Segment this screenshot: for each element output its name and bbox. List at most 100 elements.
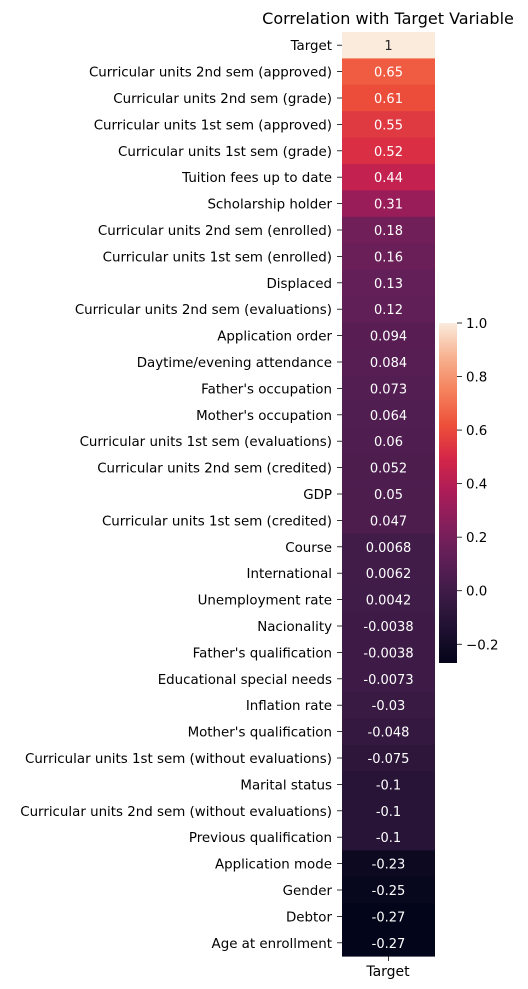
y-tick-label-displaced: Displaced bbox=[266, 277, 332, 292]
y-tick-label-father-s-qualification: Father's qualification bbox=[193, 646, 332, 661]
heatmap-cell-daytime-evening-attendance bbox=[342, 348, 435, 376]
cell-value-mother-s-qualification: -0.048 bbox=[368, 726, 410, 741]
cell-value-displaced: 0.13 bbox=[374, 277, 403, 292]
heatmap-cell-tuition-fees-up-to-date bbox=[342, 164, 435, 191]
heatmap-cell-course bbox=[342, 533, 435, 561]
heatmap-cell-curricular-units-1st-sem-enrolled bbox=[342, 243, 435, 271]
y-tick-label-course: Course bbox=[285, 541, 332, 556]
y-tick-label-tuition-fees-up-to-date: Tuition fees up to date bbox=[181, 171, 332, 186]
heatmap-cell-educational-special-needs bbox=[342, 665, 435, 693]
y-tick-label-mother-s-qualification: Mother's qualification bbox=[188, 726, 332, 741]
y-tick-label-curricular-units-1st-sem-approved: Curricular units 1st sem (approved) bbox=[94, 118, 332, 133]
colorbar-tick-label: 0.4 bbox=[466, 478, 487, 493]
cell-value-inflation-rate: -0.03 bbox=[372, 699, 406, 714]
cell-value-international: 0.0062 bbox=[366, 567, 412, 582]
cell-value-tuition-fees-up-to-date: 0.44 bbox=[374, 171, 403, 186]
cell-value-father-s-occupation: 0.073 bbox=[370, 382, 407, 397]
cell-value-curricular-units-2nd-sem-evaluations: 0.12 bbox=[374, 303, 403, 318]
y-tick-label-curricular-units-2nd-sem-enrolled: Curricular units 2nd sem (enrolled) bbox=[98, 224, 332, 239]
heatmap-cell-inflation-rate bbox=[342, 692, 435, 719]
cell-value-curricular-units-1st-sem-enrolled: 0.16 bbox=[374, 250, 403, 265]
heatmap-cell-displaced bbox=[342, 269, 435, 297]
y-tick-label-target: Target bbox=[290, 39, 332, 54]
heatmap-cell-nacionality bbox=[342, 612, 435, 640]
y-tick-label-daytime-evening-attendance: Daytime/evening attendance bbox=[137, 356, 332, 371]
y-tick-label-application-order: Application order bbox=[217, 330, 332, 345]
cell-value-mother-s-occupation: 0.064 bbox=[370, 409, 407, 424]
heatmap-cell-curricular-units-1st-sem-credited bbox=[342, 507, 435, 535]
heatmap-cell-target bbox=[342, 32, 435, 59]
cell-value-curricular-units-2nd-sem-credited: 0.052 bbox=[370, 462, 407, 477]
y-tick-label-educational-special-needs: Educational special needs bbox=[158, 673, 332, 688]
cell-value-father-s-qualification: -0.0038 bbox=[363, 646, 413, 661]
colorbar: 1.0 0.8 0.6 0.4 0.2 0.0 −0.2 bbox=[439, 317, 499, 663]
heatmap-cell-application-mode bbox=[342, 850, 435, 878]
y-tick-label-curricular-units-2nd-sem-evaluations: Curricular units 2nd sem (evaluations) bbox=[75, 303, 332, 318]
heatmap-cell-application-order bbox=[342, 322, 435, 350]
cell-value-gdp: 0.05 bbox=[374, 488, 403, 503]
heatmap-cell-age-at-enrollment bbox=[342, 929, 435, 957]
colorbar-tick-label: 0.0 bbox=[466, 585, 487, 600]
y-tick-label-curricular-units-1st-sem-evaluations: Curricular units 1st sem (evaluations) bbox=[80, 435, 332, 450]
heatmap-rows: 1 Target 0.65 Curricular units 2nd sem (app… bbox=[20, 32, 435, 961]
y-tick-label-father-s-occupation: Father's occupation bbox=[201, 382, 332, 397]
cell-value-gender: -0.25 bbox=[372, 884, 406, 899]
x-tick-label-target: Target bbox=[365, 964, 410, 980]
y-tick-label-curricular-units-2nd-sem-credited: Curricular units 2nd sem (credited) bbox=[97, 462, 332, 477]
y-tick-label-gdp: GDP bbox=[303, 488, 332, 503]
cell-value-nacionality: -0.0038 bbox=[363, 620, 413, 635]
cell-value-curricular-units-2nd-sem-without-evaluations: -0.1 bbox=[376, 805, 401, 820]
heatmap-cell-curricular-units-1st-sem-evaluations bbox=[342, 428, 435, 455]
cell-value-age-at-enrollment: -0.27 bbox=[372, 937, 406, 952]
y-tick-label-curricular-units-1st-sem-without-evaluations: Curricular units 1st sem (without evalua… bbox=[25, 752, 332, 767]
cell-value-scholarship-holder: 0.31 bbox=[374, 198, 403, 213]
y-tick-label-nacionality: Nacionality bbox=[257, 620, 332, 635]
heatmap-cell-marital-status bbox=[342, 771, 435, 799]
y-tick-label-mother-s-occupation: Mother's occupation bbox=[196, 409, 332, 424]
cell-value-debtor: -0.27 bbox=[372, 910, 406, 925]
cell-value-course: 0.0068 bbox=[366, 541, 412, 556]
colorbar-gradient bbox=[439, 323, 457, 663]
y-tick-label-unemployment-rate: Unemployment rate bbox=[198, 594, 332, 609]
heatmap-cell-gdp bbox=[342, 480, 435, 508]
chart-title: Correlation with Target Variable bbox=[262, 9, 514, 28]
heatmap-cell-curricular-units-1st-sem-without-evaluations bbox=[342, 744, 435, 772]
cell-value-curricular-units-1st-sem-grade: 0.52 bbox=[374, 145, 403, 160]
cell-value-application-order: 0.094 bbox=[370, 330, 407, 345]
y-tick-label-inflation-rate: Inflation rate bbox=[246, 699, 332, 714]
heatmap-cell-previous-qualification bbox=[342, 824, 435, 851]
cell-value-application-mode: -0.23 bbox=[372, 858, 406, 873]
heatmap-cell-curricular-units-1st-sem-approved bbox=[342, 111, 435, 139]
heatmap-cell-father-s-occupation bbox=[342, 375, 435, 403]
cell-value-curricular-units-2nd-sem-enrolled: 0.18 bbox=[374, 224, 403, 239]
heatmap-cell-curricular-units-1st-sem-grade bbox=[342, 137, 435, 165]
heatmap-cell-gender bbox=[342, 876, 435, 904]
y-tick-label-scholarship-holder: Scholarship holder bbox=[207, 198, 332, 213]
heatmap-cell-unemployment-rate bbox=[342, 586, 435, 614]
cell-value-daytime-evening-attendance: 0.084 bbox=[370, 356, 407, 371]
cell-value-curricular-units-1st-sem-credited: 0.047 bbox=[370, 514, 407, 529]
cell-value-marital-status: -0.1 bbox=[376, 778, 401, 793]
heatmap-cell-debtor bbox=[342, 903, 435, 931]
y-tick-label-curricular-units-1st-sem-credited: Curricular units 1st sem (credited) bbox=[102, 514, 332, 529]
cell-value-previous-qualification: -0.1 bbox=[376, 831, 401, 846]
heatmap-cell-curricular-units-2nd-sem-without-evaluations bbox=[342, 797, 435, 825]
cell-value-curricular-units-2nd-sem-approved: 0.65 bbox=[374, 66, 403, 81]
heatmap-cell-international bbox=[342, 560, 435, 587]
cell-value-curricular-units-2nd-sem-grade: 0.61 bbox=[374, 92, 403, 107]
y-tick-label-previous-qualification: Previous qualification bbox=[189, 831, 332, 846]
heatmap-cell-curricular-units-2nd-sem-approved bbox=[342, 58, 435, 86]
y-tick-label-curricular-units-1st-sem-grade: Curricular units 1st sem (grade) bbox=[118, 145, 332, 160]
y-tick-label-curricular-units-2nd-sem-without-evaluations: Curricular units 2nd sem (without evalua… bbox=[20, 805, 332, 820]
colorbar-tick-label: 0.6 bbox=[466, 424, 487, 439]
heatmap-cell-scholarship-holder bbox=[342, 190, 435, 218]
cell-value-educational-special-needs: -0.0073 bbox=[363, 673, 413, 688]
y-tick-label-curricular-units-2nd-sem-grade: Curricular units 2nd sem (grade) bbox=[113, 92, 332, 107]
colorbar-tick-label: −0.2 bbox=[466, 638, 499, 653]
cell-value-unemployment-rate: 0.0042 bbox=[366, 594, 412, 609]
y-tick-label-marital-status: Marital status bbox=[240, 778, 332, 793]
colorbar-tick-label: 0.2 bbox=[466, 531, 487, 546]
heatmap-cell-curricular-units-2nd-sem-enrolled bbox=[342, 216, 435, 244]
colorbar-tick-label: 1.0 bbox=[466, 317, 487, 332]
